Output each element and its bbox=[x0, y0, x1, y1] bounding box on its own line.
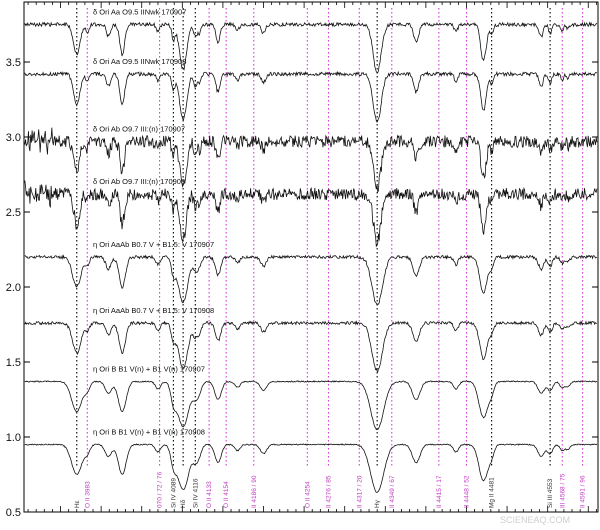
y-tick-label: 1.5 bbox=[6, 357, 21, 369]
line-id-label: Hγ bbox=[374, 499, 381, 508]
spectrum-label: η Ori B B1 V(n) + B1 V(n) 170908 bbox=[93, 428, 205, 437]
spectrum-label: δ Ori Aa O9.5 IINwk 170908 bbox=[93, 57, 186, 66]
line-id-label: II 4317 / 20 bbox=[356, 475, 363, 508]
line-id-label: O II 4254 bbox=[304, 481, 311, 508]
line-id-label: Si IV 4116 bbox=[192, 478, 199, 508]
y-tick-label: 2.0 bbox=[6, 282, 21, 294]
axis-layer: 0.5 1.0 1.5 2.0 2.5 3.0 3.5 bbox=[6, 1, 599, 519]
line-id-label: III 4568 / 75 bbox=[559, 473, 566, 508]
line-id-label: II 4186 / 90 bbox=[251, 475, 258, 508]
spectra-layer bbox=[24, 21, 598, 493]
spectrum-label: δ Ori Ab O9.7 III:(n) 170908 bbox=[93, 177, 185, 186]
line-id-label: 070 / 72 / 76 bbox=[157, 471, 164, 508]
spectrum-line bbox=[24, 254, 598, 306]
line-id-label: Mg II 4481 bbox=[489, 477, 496, 508]
spectrum-line bbox=[24, 70, 598, 123]
spectrum-label: η Ori AaAb B0.7 V + B1.5: V 170908 bbox=[93, 306, 214, 315]
spectrum-line bbox=[24, 21, 598, 74]
spectrum-label: δ Ori Ab O9.7 III:(n) 170907 bbox=[93, 125, 185, 134]
line-id-label: II 4448 / 52 bbox=[463, 475, 470, 508]
line-id-label: Hδ bbox=[180, 499, 187, 508]
line-id-label: II 4349 / 67 bbox=[389, 475, 396, 508]
spectrum-line bbox=[24, 320, 598, 373]
plot-frame bbox=[23, 1, 599, 513]
spectrum-line bbox=[24, 380, 598, 430]
line-id-label: Si III 4553 bbox=[547, 478, 554, 508]
y-tick-label: 0.5 bbox=[6, 507, 21, 519]
spectrum-label: δ Ori Aa O9.5 IINwk 170907 bbox=[93, 8, 186, 17]
watermark-text: SCIENEAQ.COM bbox=[500, 515, 570, 525]
line-id-label: Hε bbox=[74, 500, 81, 508]
line-id-label: Si IV 4089 bbox=[170, 478, 177, 508]
spectrum-label: η Ori B B1 V(n) + B1 V(n) 170907 bbox=[93, 365, 205, 374]
spectrum-line bbox=[24, 180, 598, 248]
line-marker-layer bbox=[76, 8, 584, 468]
spectrum-line bbox=[24, 127, 598, 194]
line-id-label: II 4591 / 96 bbox=[580, 475, 587, 508]
line-id-label: O II 3983 bbox=[84, 481, 91, 508]
line-id-label: O II 4154 bbox=[223, 481, 230, 508]
y-tick-label: 1.0 bbox=[6, 432, 21, 444]
line-id-label: II 4276 / 85 bbox=[325, 475, 332, 508]
line-id-label: II 4415 / 17 bbox=[436, 475, 443, 508]
spectrum-label: η Ori AaAb B0.7 V + B1.5: V 170907 bbox=[93, 240, 214, 249]
label-layer: Hε O II 3983 070 / 72 / 76 Si IV 4089 Hδ Si I… bbox=[74, 8, 587, 509]
y-tick-label: 3.0 bbox=[6, 132, 21, 144]
y-tick-label: 3.5 bbox=[6, 57, 21, 69]
line-id-label: O II 4133 bbox=[206, 481, 213, 508]
spectrum-line bbox=[24, 443, 598, 493]
y-tick-label: 2.5 bbox=[6, 207, 21, 219]
